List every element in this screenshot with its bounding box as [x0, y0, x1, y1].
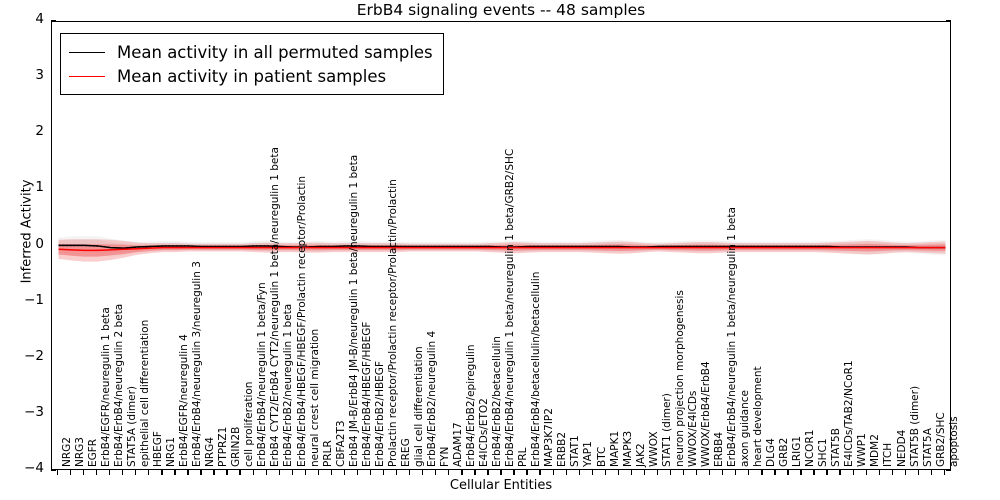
y-tick-label: 2: [35, 123, 44, 140]
x-tick-mark: [826, 470, 828, 475]
y-tick-label: 1: [35, 179, 44, 196]
legend-swatch-patient: [69, 75, 105, 77]
x-tick-mark: [382, 470, 385, 475]
x-tick-mark: [513, 470, 515, 475]
x-tick-mark: [122, 470, 124, 475]
x-tick-mark: [252, 470, 254, 475]
x-tick-mark: [174, 470, 176, 475]
legend-item-patient: Mean activity in patient samples: [69, 64, 433, 88]
x-tick-mark: [56, 470, 59, 475]
y-tick-mark: [51, 20, 56, 22]
x-tick-mark: [109, 470, 111, 475]
x-tick-mark: [643, 470, 646, 475]
x-tick-mark: [396, 470, 398, 475]
x-tick-mark: [96, 470, 98, 475]
x-tick-mark: [552, 470, 554, 475]
x-tick-mark: [839, 470, 841, 475]
y-tick-mark: [946, 20, 951, 22]
x-tick-mark: [878, 470, 880, 475]
x-tick-mark: [930, 470, 933, 475]
x-tick-mark: [82, 470, 85, 475]
x-tick-mark: [369, 470, 372, 475]
plot-area: [52, 22, 950, 469]
x-tick-mark: [682, 470, 685, 475]
x-tick-mark: [474, 470, 476, 475]
x-tick-mark: [943, 470, 946, 475]
x-tick-mark: [239, 470, 241, 475]
x-tick-mark: [356, 470, 359, 475]
x-tick-mark: [565, 470, 567, 475]
x-tick-mark: [343, 470, 346, 475]
x-tick-mark: [904, 470, 906, 475]
x-tick-mark: [539, 470, 541, 475]
x-tick-mark: [278, 470, 280, 475]
patient-mean-line: [58, 246, 946, 252]
x-tick-mark: [800, 470, 802, 475]
x-tick-mark: [409, 470, 411, 475]
x-tick-mark: [617, 470, 620, 475]
x-tick-mark: [135, 470, 137, 475]
x-tick-mark: [917, 470, 920, 475]
x-tick-mark: [604, 470, 606, 475]
x-tick-mark: [865, 470, 867, 475]
chart-title: ErbB4 signaling events -- 48 samples: [356, 1, 646, 19]
x-tick-mark: [500, 470, 502, 475]
y-tick-label: 3: [35, 67, 44, 84]
x-tick-mark: [774, 470, 776, 475]
x-tick-mark: [317, 470, 320, 475]
x-tick-mark: [226, 470, 228, 475]
x-tick-mark: [487, 470, 489, 475]
y-tick-label: −3: [24, 403, 44, 420]
y-tick-label: −1: [24, 291, 44, 308]
x-tick-mark: [735, 470, 737, 475]
x-tick-mark: [669, 470, 672, 475]
x-tick-mark: [591, 470, 593, 475]
x-tick-mark: [722, 470, 724, 475]
x-tick-mark: [291, 470, 293, 475]
plot-frame: [51, 21, 951, 470]
x-tick-mark: [422, 470, 424, 475]
x-tick-mark: [630, 470, 633, 475]
x-tick-mark: [69, 470, 72, 475]
x-tick-mark: [696, 470, 698, 475]
legend-label-permuted: Mean activity in all permuted samples: [117, 42, 433, 62]
x-tick-mark: [709, 470, 711, 475]
y-tick-label: 0: [35, 235, 44, 252]
y-tick-label: 4: [35, 11, 44, 27]
x-tick-mark: [187, 470, 189, 475]
legend-swatch-permuted: [69, 51, 105, 53]
x-tick-mark: [656, 470, 659, 475]
x-tick-mark: [852, 470, 854, 475]
x-tick-mark: [213, 470, 215, 475]
x-tick-mark: [200, 470, 202, 475]
x-tick-mark: [761, 470, 763, 475]
y-tick-label: −4: [24, 460, 44, 476]
x-tick-mark: [448, 470, 450, 475]
x-axis-label: Cellular Entities: [449, 478, 553, 493]
x-tick-mark: [265, 470, 267, 475]
x-tick-mark: [787, 470, 789, 475]
x-tick-mark: [161, 470, 163, 475]
patient-spread-band: [58, 239, 946, 262]
x-tick-mark: [330, 470, 333, 475]
chart-legend: Mean activity in all permuted samples Me…: [60, 33, 444, 95]
x-tick-mark: [891, 470, 893, 475]
x-tick-mark: [304, 470, 306, 475]
x-tick-mark: [748, 470, 750, 475]
x-tick-mark: [813, 470, 815, 475]
x-tick-mark: [578, 470, 580, 475]
y-tick-label: −2: [24, 347, 44, 364]
x-tick-mark: [526, 470, 528, 475]
x-tick-mark: [461, 470, 463, 475]
legend-label-patient: Mean activity in patient samples: [117, 66, 387, 86]
x-tick-mark: [148, 470, 150, 475]
legend-item-permuted: Mean activity in all permuted samples: [69, 40, 433, 64]
x-tick-mark: [435, 470, 437, 475]
